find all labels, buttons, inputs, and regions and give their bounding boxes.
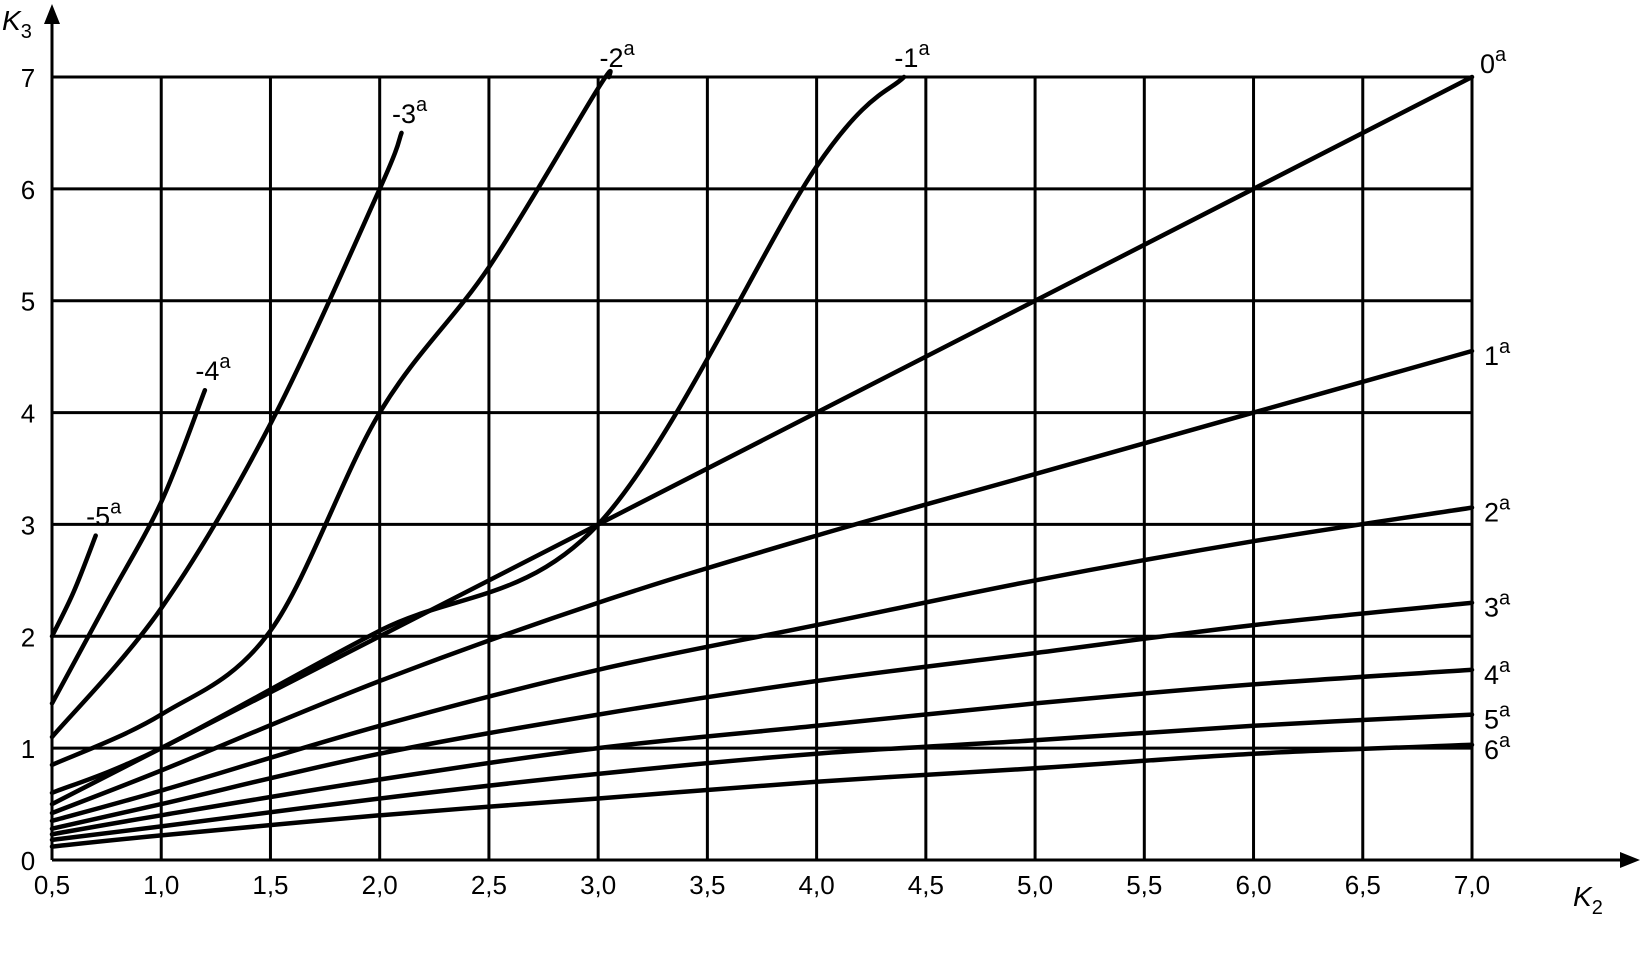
series-label-0: 0a (1480, 44, 1507, 79)
y-tick-label: 2 (21, 622, 35, 652)
series-line--4 (49, 387, 208, 706)
y-axis-label: K3 (2, 5, 32, 43)
grid (52, 75, 1474, 860)
series-line--5 (49, 533, 98, 639)
series-label-6: 6a (1484, 730, 1511, 765)
series-line-0 (49, 74, 1475, 807)
series-line-6 (49, 742, 1475, 849)
series-label-5: 5a (1484, 700, 1511, 735)
series-label-1: 1a (1484, 336, 1511, 371)
x-axis-label-sub: 2 (1592, 897, 1603, 919)
series-label--3: -3a (392, 94, 428, 129)
y-axis-arrow (44, 4, 60, 24)
series-label--1: -1a (894, 38, 930, 73)
series-line-3 (49, 600, 1475, 831)
series-label--5: -5a (86, 497, 122, 532)
y-tick-labels: 0 1 2 3 4 5 6 7 (21, 63, 35, 876)
series-line--3 (49, 130, 404, 740)
y-tick-label: 6 (21, 175, 35, 205)
series-label-3: 3a (1484, 588, 1511, 623)
x-tick-label: 5,0 (1017, 870, 1053, 900)
x-tick-label: 4,0 (799, 870, 835, 900)
series-label--4: -4a (195, 351, 231, 386)
y-tick-label: 5 (21, 287, 35, 317)
series-line-1 (49, 348, 1475, 816)
series-line--2 (49, 68, 613, 768)
x-tick-label: 6,0 (1235, 870, 1271, 900)
x-tick-label: 5,5 (1126, 870, 1162, 900)
y-tick-label: 7 (21, 63, 35, 93)
y-axis-label-sub: 3 (21, 21, 32, 43)
x-tick-label: 2,5 (471, 870, 507, 900)
x-axis-arrow (1620, 852, 1640, 868)
x-tick-labels: 0,5 1,0 1,5 2,0 2,5 3,0 3,5 4,0 4,5 5,0 5,5 6,0 6,5 7… (34, 870, 1490, 900)
x-tick-label: 0,5 (34, 870, 70, 900)
x-tick-label: 4,5 (908, 870, 944, 900)
x-tick-label: 6,5 (1345, 870, 1381, 900)
x-tick-label: 1,0 (143, 870, 179, 900)
y-tick-label: 0 (21, 846, 35, 876)
series-label--2: -2a (600, 38, 636, 73)
series-label-4: 4a (1484, 655, 1511, 690)
x-axis-label: K2 (1573, 881, 1603, 919)
series-line-4 (49, 667, 1475, 837)
y-tick-label: 1 (21, 734, 35, 764)
x-tick-label: 2,0 (362, 870, 398, 900)
y-tick-label: 4 (21, 399, 35, 429)
x-tick-label: 7,0 (1454, 870, 1490, 900)
series-line-5 (49, 712, 1475, 843)
x-tick-label: 3,0 (580, 870, 616, 900)
axes (44, 4, 1640, 868)
y-tick-label: 3 (21, 510, 35, 540)
series (49, 68, 1475, 849)
series-label-2: 2a (1484, 493, 1511, 528)
x-tick-label: 3,5 (689, 870, 725, 900)
x-tick-label: 1,5 (252, 870, 288, 900)
series-line-2 (49, 505, 1475, 824)
